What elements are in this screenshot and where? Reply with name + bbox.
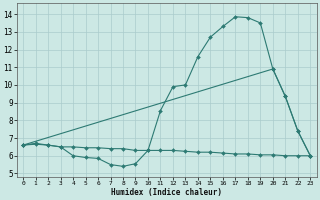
X-axis label: Humidex (Indice chaleur): Humidex (Indice chaleur) xyxy=(111,188,222,197)
